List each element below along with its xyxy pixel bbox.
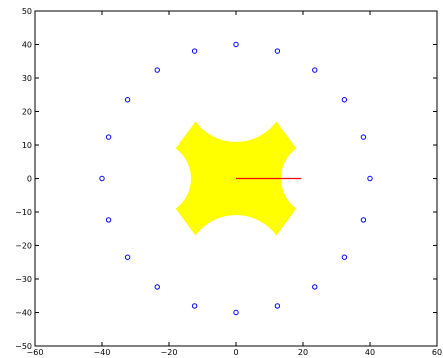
- x-tick-label-0: −60: [27, 348, 44, 357]
- data-point-8: [124, 97, 131, 103]
- y-tick-label-3: −20: [15, 242, 32, 251]
- data-point-19: [360, 217, 367, 223]
- y-tick-label-4: −10: [15, 208, 32, 217]
- y-tick-label-1: −40: [15, 309, 32, 318]
- data-point-6: [191, 48, 198, 54]
- data-point-5: [233, 41, 239, 48]
- data-point-17: [312, 284, 318, 290]
- x-tick-label-2: −20: [161, 348, 178, 357]
- data-point-12: [124, 254, 131, 260]
- data-point-10: [99, 175, 105, 182]
- data-point-2: [341, 97, 348, 103]
- x-tick-label-4: 20: [298, 348, 308, 357]
- data-point-9: [105, 134, 112, 140]
- data-point-15: [233, 309, 239, 316]
- data-point-0: [367, 175, 373, 182]
- y-tick-label-8: 30: [22, 74, 32, 83]
- data-point-1: [360, 134, 367, 140]
- x-tick-label-5: 40: [365, 348, 375, 357]
- y-tick-label-2: −30: [15, 275, 32, 284]
- x-tick-label-3: 0: [233, 348, 238, 357]
- y-tick-label-10: 50: [22, 7, 32, 16]
- y-tick-label-0: −50: [15, 342, 32, 351]
- y-tick-label-7: 20: [22, 108, 32, 117]
- data-point-3: [312, 67, 318, 73]
- data-point-13: [154, 284, 160, 290]
- data-point-14: [191, 303, 198, 309]
- y-tick-label-9: 40: [22, 41, 32, 50]
- data-point-7: [154, 67, 160, 73]
- y-tick-label-5: 0: [27, 175, 32, 184]
- y-tick-label-6: 10: [22, 141, 32, 150]
- data-point-11: [105, 217, 112, 223]
- data-point-16: [274, 303, 281, 309]
- x-tick-label-1: −40: [94, 348, 111, 357]
- data-point-18: [341, 254, 348, 260]
- axes: −60 −40 −20 0 20 40 60 −50 −40 −30 −20 −10 0 10 20 30 40…: [15, 7, 442, 357]
- data-point-4: [274, 48, 281, 54]
- plot-area: [99, 41, 373, 316]
- x-tick-label-6: 60: [432, 348, 442, 357]
